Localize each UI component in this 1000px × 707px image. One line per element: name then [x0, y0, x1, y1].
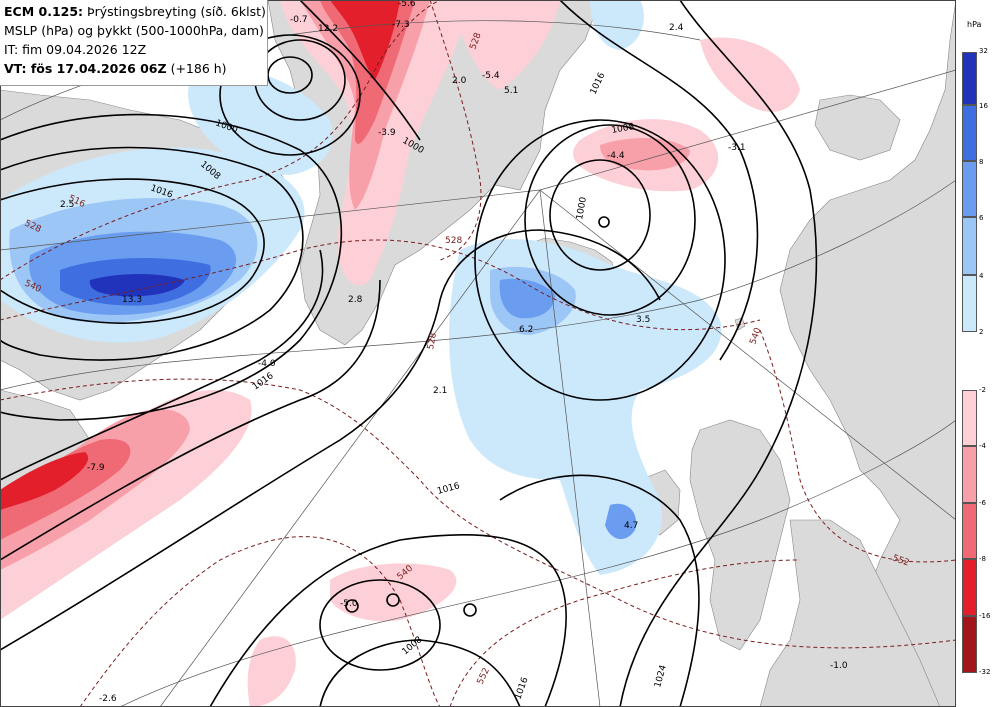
legend-unit: hPa — [967, 20, 982, 29]
value-label: -3.1 — [728, 143, 746, 153]
field-name: Þrýstingsbreyting (síð. 6klst) — [87, 4, 266, 19]
britain — [689, 419, 791, 651]
legend-swatch-fall-16-32 — [962, 616, 977, 673]
legend-tick: -6 — [979, 499, 986, 507]
legend-tick: -32 — [979, 668, 991, 676]
init-time: IT: fim 09.04.2026 12Z — [4, 42, 147, 57]
value-label: 12.2 — [318, 24, 338, 34]
legend-tick: 8 — [979, 158, 984, 166]
legend-swatch-fall-4-6 — [962, 446, 977, 503]
legend-swatch-rise-2-4 — [962, 275, 977, 332]
valid-time-line: VT: fös 17.04.2026 06Z (+186 h) — [4, 59, 267, 78]
legend-tick: -16 — [979, 612, 991, 620]
legend-tick: 6 — [979, 214, 984, 222]
legend-swatch-rise-8-16 — [962, 105, 977, 161]
subtitle-line: MSLP (hPa) og þykkt (500-1000hPa, dam) — [4, 23, 264, 38]
map-info-box: ECM 0.125: Þrýstingsbreyting (síð. 6klst… — [0, 0, 268, 86]
thickness-contours — [0, 0, 956, 707]
value-label: 13.3 — [122, 295, 142, 305]
legend-swatch-fall-2-4 — [962, 390, 977, 446]
color-legend: hPa 32 16 8 6 4 2 -2 -4 -6 -8 -16 -32 — [956, 0, 1000, 707]
value-label: -4.0 — [258, 359, 276, 369]
value-label: -4.4 — [607, 151, 625, 161]
value-label: 2.1 — [433, 386, 447, 396]
weather-map: 1000 1008 1016 1000 1016 1016 1008 1000 … — [0, 0, 956, 707]
pressure-rise-shading — [0, 0, 722, 575]
legend-swatch-fall-6-8 — [962, 503, 977, 559]
legend-tick: 2 — [979, 328, 984, 336]
legend-tick: 32 — [979, 47, 988, 55]
value-label: -5.0 — [340, 599, 358, 609]
svalbard — [814, 94, 901, 161]
isobar-label: 1008 — [611, 122, 636, 136]
value-label: 2.5 — [60, 200, 74, 210]
value-label: -3.9 — [378, 128, 396, 138]
value-label: -2.6 — [99, 694, 117, 704]
value-label: -5.4 — [482, 71, 500, 81]
graticule — [0, 20, 956, 707]
europe — [759, 519, 941, 707]
isobar-label: 1000 — [575, 196, 589, 221]
value-label: 2.0 — [452, 76, 467, 86]
value-label: -7.9 — [87, 463, 105, 473]
pressure-fall-shading — [0, 0, 800, 707]
value-label: -0.7 — [290, 15, 308, 25]
title-line: ECM 0.125: Þrýstingsbreyting (síð. 6klst… — [4, 2, 267, 21]
thickness-label: 528 — [426, 332, 439, 351]
lead-time: (+186 h) — [170, 61, 227, 76]
legend-swatch-fall-8-16 — [962, 559, 977, 616]
value-label: 2.8 — [348, 295, 363, 305]
value-label: 5.1 — [504, 86, 518, 96]
legend-tick: -8 — [979, 555, 986, 563]
value-label: 2.4 — [669, 23, 684, 33]
value-label: 6.2 — [519, 325, 533, 335]
value-label: 4.7 — [624, 521, 638, 531]
legend-tick: -2 — [979, 386, 986, 394]
pressure-change-values: 12.2 -5.6 -7.3 -0.7 2.4 -5.4 -3.9 2.0 5.… — [60, 0, 848, 704]
value-label: -1.0 — [830, 661, 848, 671]
value-label: -7.3 — [392, 20, 410, 30]
model-name: ECM 0.125: — [4, 4, 84, 19]
legend-tick: 4 — [979, 272, 984, 280]
value-label: -5.6 — [398, 0, 416, 9]
thickness-label: 528 — [445, 236, 462, 246]
legend-swatch-rise-16-32 — [962, 52, 977, 105]
legend-tick: 16 — [979, 102, 988, 110]
valid-time: VT: fös 17.04.2026 06Z — [4, 61, 167, 76]
value-label: 3.5 — [636, 315, 650, 325]
legend-tick: -4 — [979, 442, 986, 450]
legend-swatch-rise-6-8 — [962, 161, 977, 217]
legend-swatch-rise-4-6 — [962, 217, 977, 275]
isobars — [0, 0, 818, 707]
